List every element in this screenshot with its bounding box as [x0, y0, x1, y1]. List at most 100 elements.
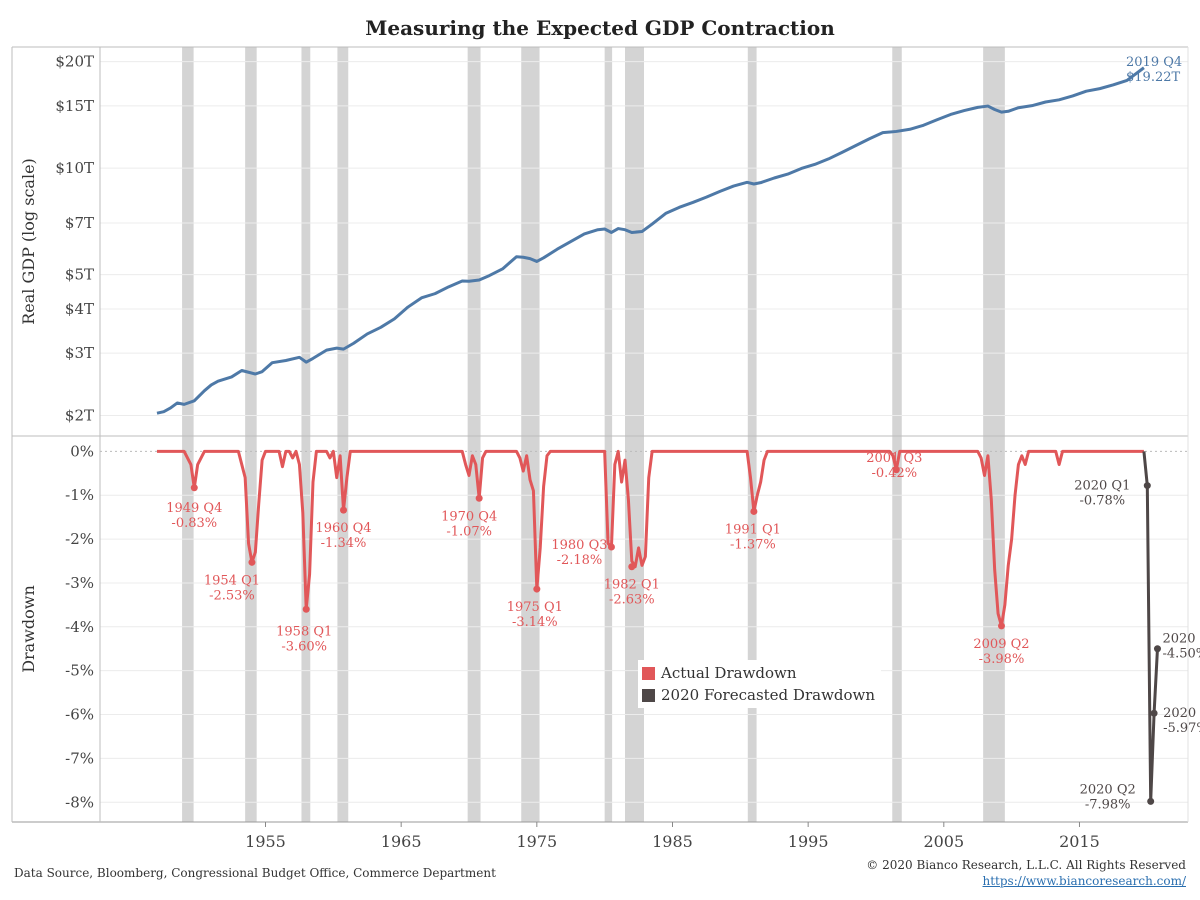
x-tick-label: 1965 — [381, 832, 422, 851]
annotation-value-6: -2.18% — [557, 553, 603, 568]
drawdown-y-tick-label: -7% — [65, 749, 94, 767]
recession-band-4 — [467, 47, 481, 822]
annotation-point-6 — [607, 543, 615, 551]
drawdown-y-tick-label: 0% — [70, 442, 94, 460]
annotation-label-12: 2020 Q2 — [1080, 782, 1136, 797]
recession-band-2 — [301, 47, 311, 822]
recession-band-9 — [892, 47, 902, 822]
gdp-y-tick-label: $5T — [65, 266, 94, 284]
annotation-label-8: 1991 Q1 — [725, 522, 781, 537]
legend: Actual Drawdown 2020 Forecasted Drawdown — [638, 660, 882, 708]
annotation-value-4: -1.07% — [446, 524, 492, 539]
annotation-point-0 — [190, 484, 198, 492]
annotation-label-6: 1980 Q3 — [551, 538, 607, 553]
annotation-point-11 — [1143, 482, 1151, 490]
annotation-value-10: -3.98% — [979, 652, 1025, 667]
x-tick-label: 1955 — [245, 832, 286, 851]
annotation-label-14: 2020 Q4 — [1162, 632, 1200, 647]
drawdown-y-tick-label: -4% — [65, 618, 94, 636]
x-tick-label: 1995 — [788, 832, 829, 851]
annotation-point-7 — [628, 563, 636, 571]
annotation-labels: 2019 Q4$19.22T 1949 Q4-0.83% 1954 Q1-2.53%… — [166, 55, 1200, 812]
annotation-label-2: 1958 Q1 — [276, 624, 332, 639]
legend-label-actual: Actual Drawdown — [661, 664, 797, 682]
annotation-value-2: -3.60% — [281, 639, 327, 654]
annotation-point-4 — [475, 494, 483, 502]
recession-band-7 — [625, 47, 644, 822]
drawdown-y-tick-label: -6% — [65, 706, 94, 724]
gdp-series-line — [156, 66, 1145, 415]
annotation-value-0: -0.83% — [171, 516, 217, 531]
gdp-y-tick-label: $15T — [55, 97, 94, 115]
legend-swatch-forecast — [642, 688, 655, 702]
drawdown-y-tick-label: -8% — [65, 793, 94, 811]
drawdown-axis-title: Drawdown — [19, 585, 38, 673]
annotation-value-3: -1.34% — [321, 536, 367, 551]
annotation-label-1: 1954 Q1 — [204, 573, 260, 588]
data-source-note: Data Source, Bloomberg, Congressional Bu… — [14, 866, 496, 880]
annotation-point-3 — [340, 506, 348, 514]
gdp-end-label: 2019 Q4 — [1126, 55, 1182, 70]
website-link[interactable]: https://www.biancoresearch.com/ — [982, 874, 1186, 888]
x-tick-label: 1975 — [516, 832, 557, 851]
gdp-y-tick-label: $3T — [65, 344, 94, 362]
annotation-point-8 — [750, 507, 758, 515]
x-tick-label: 1985 — [652, 832, 693, 851]
annotation-value-7: -2.63% — [609, 593, 655, 608]
axes: $2T $3T $4T $5T $7T $10T $15T $20T 0% -1% -2% -3% -4… — [19, 53, 1100, 851]
annotation-label-9: 2001 Q3 — [866, 451, 922, 466]
annotation-label-3: 1960 Q4 — [315, 521, 371, 536]
annotation-point-10 — [997, 622, 1005, 630]
copyright-note: © 2020 Bianco Research, L.L.C. All Right… — [866, 858, 1186, 872]
annotation-point-13 — [1150, 709, 1158, 717]
panel-frame — [11, 46, 1189, 823]
legend-swatch-actual — [642, 666, 655, 680]
legend-item-actual[interactable]: Actual Drawdown — [642, 662, 875, 684]
drawdown-y-tick-label: -5% — [65, 662, 94, 680]
annotation-value-14: -4.50% — [1162, 647, 1200, 662]
recession-band-10 — [983, 47, 1005, 822]
annotation-value-9: -0.42% — [871, 466, 917, 481]
annotation-value-5: -3.14% — [512, 615, 558, 630]
recession-band-0 — [182, 47, 194, 822]
annotation-point-2 — [302, 605, 310, 613]
annotation-label-5: 1975 Q1 — [507, 600, 563, 615]
annotation-point-1 — [248, 558, 256, 566]
gdp-y-tick-label: $4T — [65, 300, 94, 318]
annotation-point-9 — [892, 466, 900, 474]
gdp-y-tick-label: $10T — [55, 159, 94, 177]
annotation-label-4: 1970 Q4 — [441, 509, 497, 524]
annotation-value-13: -5.97% — [1163, 721, 1200, 736]
gdp-y-tick-label: $2T — [65, 406, 94, 424]
annotation-label-10: 2009 Q2 — [973, 637, 1029, 652]
annotation-value-8: -1.37% — [730, 537, 776, 552]
annotation-value-11: -0.78% — [1079, 494, 1125, 509]
gdp-y-tick-label: $7T — [65, 214, 94, 232]
legend-label-forecast: 2020 Forecasted Drawdown — [661, 686, 876, 704]
annotation-label-11: 2020 Q1 — [1074, 479, 1130, 494]
annotation-point-12 — [1147, 797, 1155, 805]
legend-item-forecast[interactable]: 2020 Forecasted Drawdown — [642, 684, 875, 706]
drawdown-y-tick-label: -1% — [65, 486, 94, 504]
annotation-value-1: -2.53% — [209, 588, 255, 603]
x-tick-label: 2015 — [1059, 832, 1100, 851]
drawdown-y-tick-label: -2% — [65, 530, 94, 548]
annotation-label-0: 1949 Q4 — [166, 501, 222, 516]
gdp-end-value: $19.22T — [1126, 70, 1180, 85]
recession-band-6 — [604, 47, 613, 822]
x-tick-label: 2005 — [923, 832, 964, 851]
recession-bands — [182, 47, 1005, 822]
annotation-label-7: 1982 Q1 — [604, 578, 660, 593]
recession-band-1 — [245, 47, 257, 822]
gdp-y-tick-label: $20T — [55, 53, 94, 71]
gdp-axis-title: Real GDP (log scale) — [19, 158, 38, 325]
annotation-value-12: -7.98% — [1085, 797, 1131, 812]
drawdown-y-tick-label: -3% — [65, 574, 94, 592]
recession-band-3 — [337, 47, 349, 822]
recession-band-8 — [747, 47, 757, 822]
recession-band-5 — [521, 47, 540, 822]
annotation-label-13: 2020 Q3 — [1163, 706, 1200, 721]
annotation-point-5 — [533, 585, 541, 593]
actual-drawdown-line — [156, 449, 1144, 628]
